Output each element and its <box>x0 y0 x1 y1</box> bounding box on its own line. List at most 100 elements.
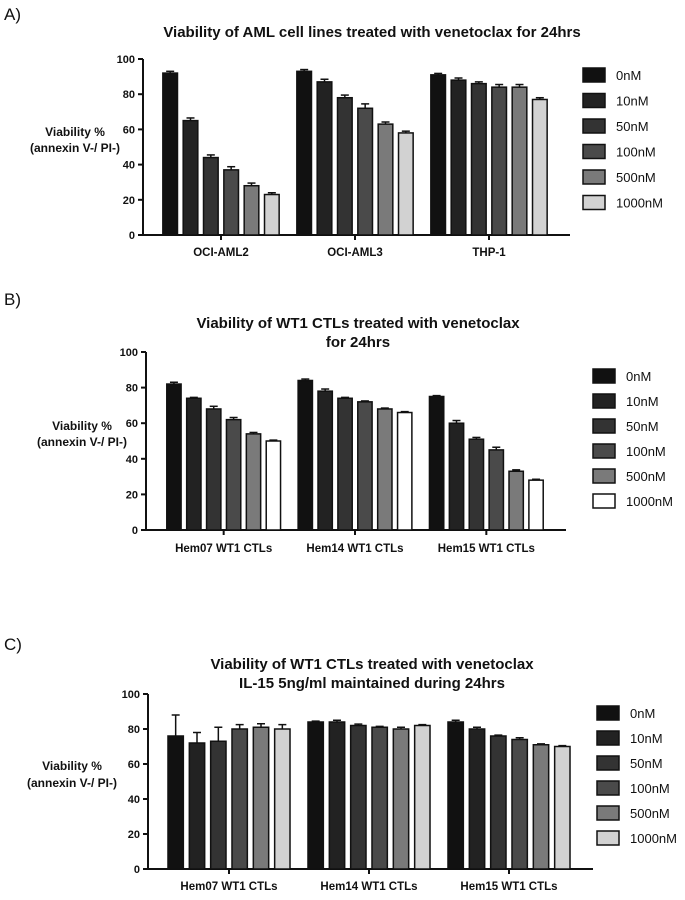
legend-swatch <box>596 780 620 796</box>
legend-swatch <box>582 118 606 134</box>
y-axis-label: (annexin V-/ PI-) <box>30 141 120 155</box>
legend-swatch <box>582 92 606 109</box>
x-category-label: THP-1 <box>472 247 506 259</box>
bar-50nM-Hem07-WT1-CTLs <box>205 408 222 531</box>
y-tick-label: 0 <box>134 864 140 876</box>
legend-label: 1000nM <box>626 494 673 509</box>
bar-1000nM-Hem14-WT1-CTLs <box>396 411 413 531</box>
legend-swatch <box>592 418 616 434</box>
bar-1000nM-Hem15-WT1-CTLs <box>528 479 544 531</box>
legend: 0nM 10nM 50nM 100nM 500nM 1000nM <box>596 705 677 846</box>
legend-label: 100nM <box>626 444 666 459</box>
bar-100nM-THP-1 <box>491 86 508 236</box>
legend-swatch <box>582 143 606 160</box>
bar-500nM-OCI-AML3 <box>377 123 394 236</box>
legend-label: 1000nM <box>630 831 677 846</box>
y-tick-label: 0 <box>132 525 138 537</box>
bar-50nM-Hem15-WT1-CTLs <box>489 735 507 870</box>
bar-500nM-Hem07-WT1-CTLs <box>245 433 262 531</box>
legend-swatch <box>582 67 606 83</box>
chart-1: A) Viability of AML cell lines treated wi… <box>4 5 663 259</box>
legend-label: 10nM <box>626 394 659 409</box>
legend-swatch <box>596 705 620 721</box>
y-axis-label: Viability % <box>52 419 112 433</box>
bar-100nM-Hem14-WT1-CTLs <box>357 401 373 531</box>
legend-swatch <box>592 468 616 484</box>
legend-label: 0nM <box>616 68 641 83</box>
y-tick-label: 0 <box>129 230 135 242</box>
x-category-label: OCI-AML3 <box>327 247 383 259</box>
bar-500nM-OCI-AML2 <box>243 184 260 236</box>
bar-1000nM-Hem15-WT1-CTLs <box>553 745 571 870</box>
bar-500nM-Hem15-WT1-CTLs <box>532 744 550 870</box>
legend-swatch <box>592 368 616 384</box>
legend-swatch <box>596 755 620 771</box>
bar-10nM-Hem07-WT1-CTLs <box>188 742 206 870</box>
bar-50nM-OCI-AML2 <box>202 156 219 236</box>
bar-100nM-Hem07-WT1-CTLs <box>231 728 249 870</box>
bar-0nM-Hem14-WT1-CTLs <box>297 379 314 531</box>
y-tick-label: 100 <box>122 689 140 701</box>
bar-100nM-OCI-AML2 <box>223 169 240 236</box>
bar-500nM-THP-1 <box>511 86 528 236</box>
bar-50nM-Hem15-WT1-CTLs <box>468 438 485 531</box>
y-tick-label: 100 <box>120 347 138 359</box>
bar-100nM-Hem15-WT1-CTLs <box>488 449 505 531</box>
chart-title: Viability of WT1 CTLs treated with venet… <box>196 315 520 332</box>
y-tick-label: 100 <box>117 54 135 66</box>
legend: 0nM 10nM 50nM 100nM 500nM 1000nM <box>582 67 663 211</box>
legend-label: 0nM <box>626 369 651 384</box>
x-category-label: Hem07 WT1 CTLs <box>180 881 277 893</box>
legend-label: 100nM <box>616 145 656 160</box>
bar-0nM-OCI-AML2 <box>162 72 179 236</box>
bar-50nM-THP-1 <box>470 82 487 236</box>
bar-10nM-OCI-AML3 <box>316 81 333 236</box>
chart-2: B) Viability of WT1 CTLs treated with ven… <box>4 290 673 555</box>
bar-50nM-Hem14-WT1-CTLs <box>349 724 367 870</box>
x-category-label: Hem07 WT1 CTLs <box>175 543 272 555</box>
y-tick-label: 60 <box>128 759 140 771</box>
bar-0nM-Hem07-WT1-CTLs <box>167 735 185 870</box>
y-axis-label: Viability % <box>42 759 102 773</box>
legend-swatch <box>582 169 606 185</box>
legend-swatch <box>592 443 616 459</box>
bar-1000nM-THP-1 <box>531 98 548 236</box>
panel-label: C) <box>4 635 22 654</box>
bar-100nM-Hem14-WT1-CTLs <box>371 726 389 870</box>
chart-title: Viability of WT1 CTLs treated with venet… <box>210 656 534 673</box>
y-axis-label: (annexin V-/ PI-) <box>27 776 117 790</box>
legend-label: 500nM <box>630 806 670 821</box>
legend-swatch <box>582 194 606 211</box>
bar-500nM-Hem14-WT1-CTLs <box>376 408 393 531</box>
y-tick-label: 80 <box>128 724 140 736</box>
bar-50nM-Hem07-WT1-CTLs <box>209 740 227 870</box>
bar-1000nM-Hem07-WT1-CTLs <box>273 728 291 870</box>
bar-0nM-Hem07-WT1-CTLs <box>166 383 182 531</box>
chart-title: Viability of AML cell lines treated with… <box>163 24 580 41</box>
bar-1000nM-Hem07-WT1-CTLs <box>265 440 282 531</box>
bar-500nM-Hem14-WT1-CTLs <box>392 728 410 870</box>
bar-500nM-Hem07-WT1-CTLs <box>252 726 270 870</box>
x-category-label: Hem15 WT1 CTLs <box>460 881 557 893</box>
legend-swatch <box>592 393 616 409</box>
bar-0nM-THP-1 <box>430 74 447 236</box>
legend-label: 10nM <box>616 94 649 109</box>
bar-10nM-Hem15-WT1-CTLs <box>448 422 465 531</box>
panel-label: B) <box>4 290 21 309</box>
legend-swatch <box>596 830 620 846</box>
legend-label: 10nM <box>630 731 663 746</box>
bar-10nM-Hem14-WT1-CTLs <box>317 390 334 531</box>
panel-label: A) <box>4 5 21 24</box>
legend-label: 500nM <box>626 469 666 484</box>
bar-1000nM-OCI-AML3 <box>397 132 414 236</box>
legend-swatch <box>592 493 616 509</box>
chart-3: C) Viability of WT1 CTLs treated with ven… <box>4 635 677 893</box>
y-tick-label: 40 <box>126 454 138 466</box>
bar-0nM-Hem15-WT1-CTLs <box>447 721 465 870</box>
legend-label: 1000nM <box>616 196 663 211</box>
bar-0nM-Hem15-WT1-CTLs <box>428 395 445 531</box>
legend-label: 50nM <box>630 756 663 771</box>
bar-0nM-OCI-AML3 <box>296 70 313 236</box>
legend-label: 50nM <box>616 119 649 134</box>
